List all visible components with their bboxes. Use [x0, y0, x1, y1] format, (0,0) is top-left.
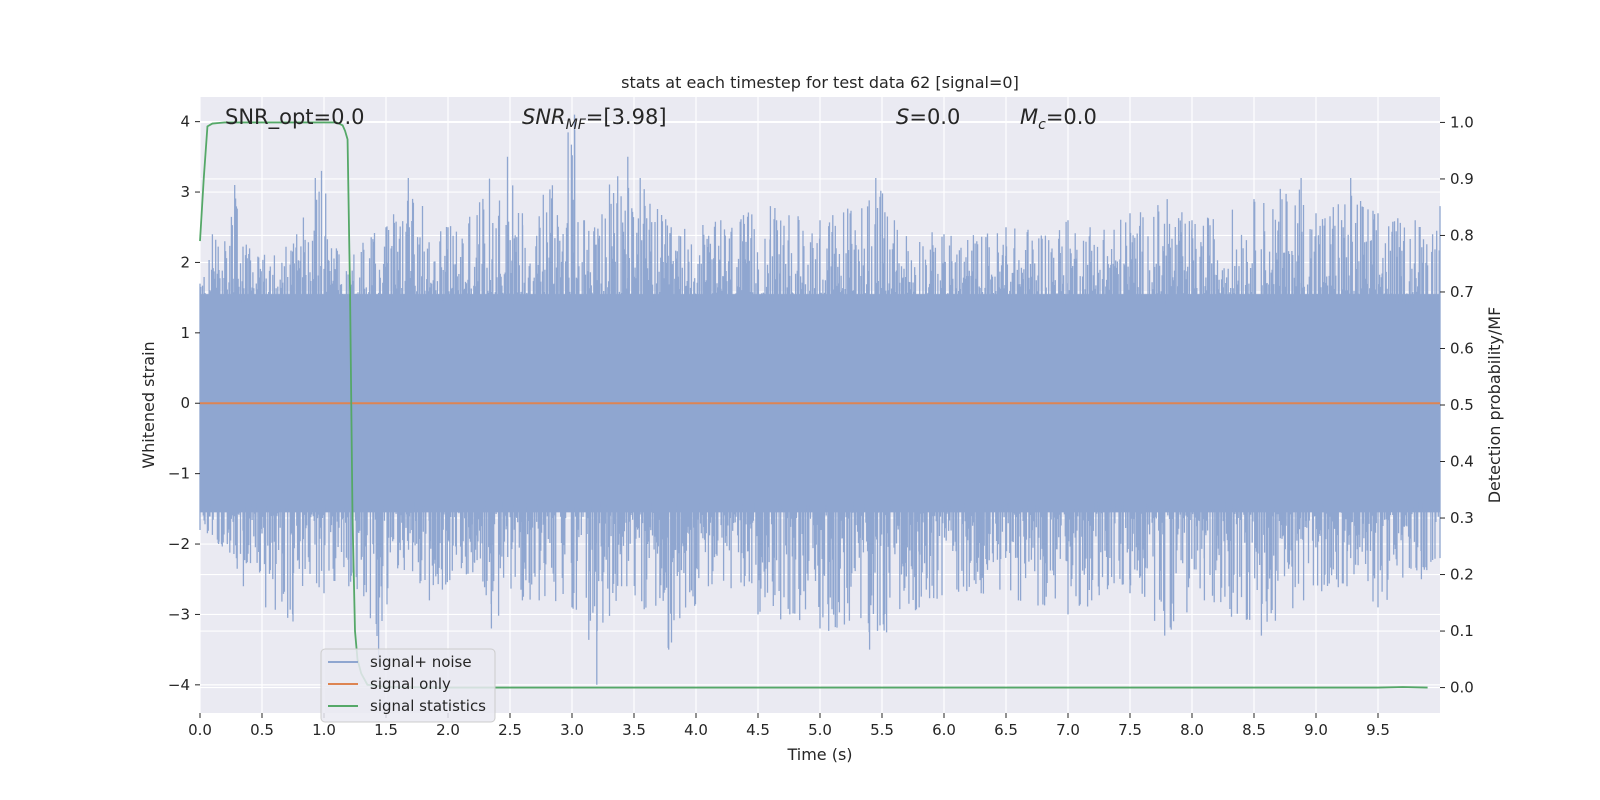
y2-axis-label: Detection probability/MF: [1485, 307, 1504, 504]
snr-mf-annotation: SNRMF=[3.98]: [522, 105, 667, 133]
y2-tick-label-5: 0.5: [1450, 396, 1474, 414]
signal-statistics-line: [199, 121, 1428, 689]
x-tick-label-11: 5.5: [870, 721, 894, 739]
y-axis-label: Whitened strain: [139, 341, 158, 468]
signal-noise-spikes: [199, 114, 1441, 685]
mc-main: M: [1020, 105, 1038, 129]
x-tick-label-12: 6.0: [932, 721, 956, 739]
mc-annotation: Mc=0.0: [1020, 105, 1097, 133]
x-tick-label-6: 3.0: [560, 721, 584, 739]
line-series: [199, 121, 1440, 689]
tick-labels: 0.0 0.5 1.0 1.5 2.0 2.5 3.0 3.5 4.0 4.5 5.0 5.5 6.0 6…: [168, 113, 1474, 739]
legend-label-signal-statistics: signal statistics: [370, 697, 486, 715]
s-main: S: [896, 105, 909, 129]
y-tick-label-5: 1: [180, 324, 190, 342]
x-tick-label-5: 2.5: [498, 721, 522, 739]
x-axis-label: Time (s): [786, 745, 852, 764]
legend: signal+ noise signal only signal statist…: [320, 648, 496, 723]
y-tick-label-1: −3: [168, 605, 190, 623]
snr-mf-subscript: MF: [566, 117, 587, 133]
x-tick-label-16: 8.0: [1180, 721, 1204, 739]
y2-tick-label-3: 0.3: [1450, 509, 1474, 527]
x-tick-label-0: 0.0: [188, 721, 212, 739]
x-tick-label-8: 4.0: [684, 721, 708, 739]
x-tick-label-9: 4.5: [746, 721, 770, 739]
legend-label-signal-noise: signal+ noise: [370, 653, 472, 671]
chart-title: stats at each timestep for test data 62 …: [621, 73, 1019, 92]
y2-tick-label-7: 0.7: [1450, 283, 1474, 301]
y2-tick-label-0: 0.0: [1450, 679, 1474, 697]
s-value: =0.0: [909, 105, 960, 129]
mc-value: =0.0: [1046, 105, 1097, 129]
y2-tick-label-6: 0.6: [1450, 339, 1474, 357]
x-tick-label-19: 9.5: [1366, 721, 1390, 739]
s-annotation: S=0.0: [896, 105, 960, 129]
snr-opt-annotation: SNR_opt=0.0: [225, 105, 365, 130]
snr-mf-value: =[3.98]: [586, 105, 667, 129]
y2-tick-label-4: 0.4: [1450, 453, 1474, 471]
y-tick-label-2: −2: [168, 535, 190, 553]
legend-box: [320, 648, 496, 723]
y-tick-label-0: −4: [168, 676, 190, 694]
x-tick-label-17: 8.5: [1242, 721, 1266, 739]
x-tick-label-4: 2.0: [436, 721, 460, 739]
y2-tick-label-9: 0.9: [1450, 170, 1474, 188]
y2-tick-label-10: 1.0: [1450, 113, 1474, 131]
x-tick-label-18: 9.0: [1304, 721, 1328, 739]
y-tick-label-3: −1: [168, 465, 190, 483]
y-tick-label-6: 2: [180, 253, 190, 271]
x-tick-label-10: 5.0: [808, 721, 832, 739]
y-tick-label-7: 3: [180, 183, 190, 201]
y2-tick-label-2: 0.2: [1450, 566, 1474, 584]
y2-tick-label-1: 0.1: [1450, 622, 1474, 640]
x-tick-label-7: 3.5: [622, 721, 646, 739]
y-tick-label-4: 0: [180, 394, 190, 412]
y2-tick-label-8: 0.8: [1450, 226, 1474, 244]
x-tick-label-14: 7.0: [1056, 721, 1080, 739]
x-tick-label-13: 6.5: [994, 721, 1018, 739]
x-tick-label-2: 1.0: [312, 721, 336, 739]
snr-mf-main: SNR: [522, 105, 566, 129]
x-tick-label-15: 7.5: [1118, 721, 1142, 739]
y-tick-label-8: 4: [180, 113, 190, 131]
legend-label-signal-only: signal only: [370, 675, 451, 693]
mc-subscript: c: [1038, 117, 1046, 133]
x-tick-label-3: 1.5: [374, 721, 398, 739]
x-tick-label-1: 0.5: [250, 721, 274, 739]
